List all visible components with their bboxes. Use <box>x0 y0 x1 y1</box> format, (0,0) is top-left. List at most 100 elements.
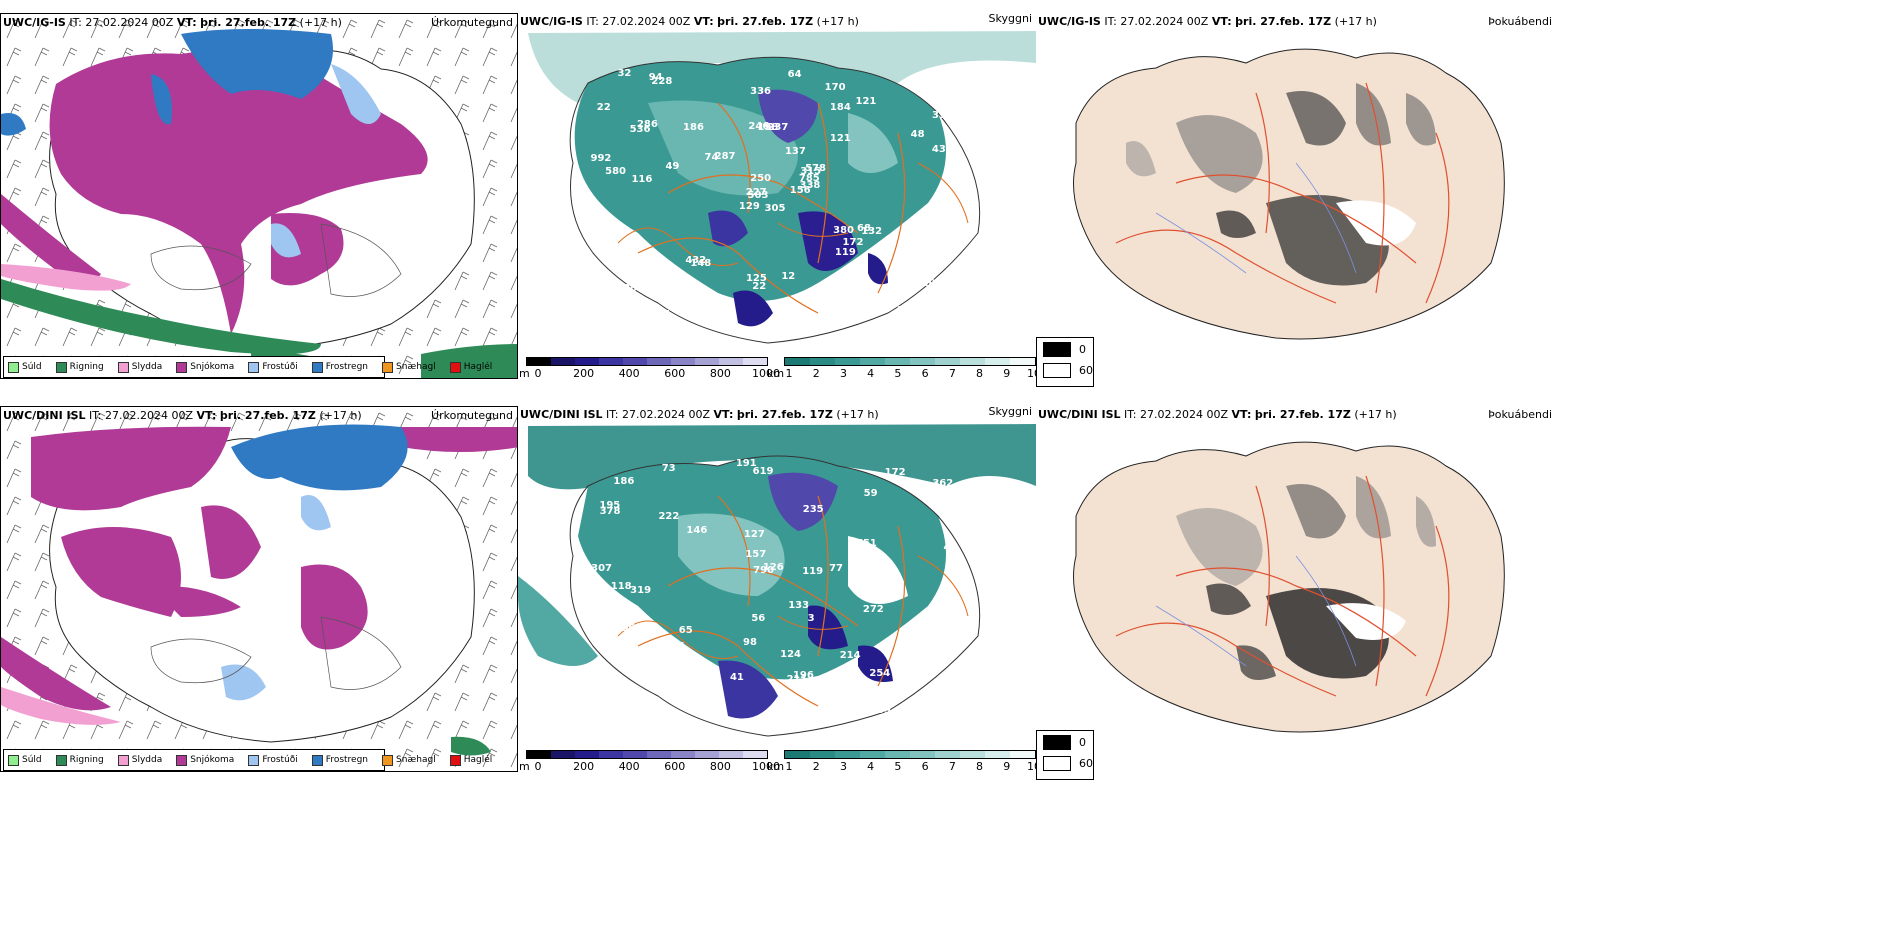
colorbar-tick-label: 2 <box>812 367 820 380</box>
panel-type-label: Þokuábendi <box>1488 408 1552 421</box>
colorbar-segment <box>860 358 885 365</box>
legend-item-frostregn: Frostregn <box>311 754 368 766</box>
visibility-map <box>518 406 1036 746</box>
visibility-value-label: 309 <box>693 691 715 703</box>
visibility-value-label: 22 <box>752 281 767 293</box>
colorbar-tick-label: 0 <box>534 760 542 773</box>
colorbar-tick-label: 7 <box>948 367 956 380</box>
visibility-value-label: 246 <box>748 121 770 133</box>
visibility-value-label: 338 <box>799 180 821 192</box>
visibility-value-label: 119 <box>834 247 856 259</box>
visibility-value-label: 336 <box>750 85 771 97</box>
precip-type-panel-row1: UWC/IG-IS IT: 27.02.2024 00Z VT: þri. 27… <box>0 13 518 379</box>
visibility-value-label: 49 <box>665 161 680 173</box>
colorbar-segment <box>623 751 647 758</box>
visibility-value-label: 287 <box>714 150 736 162</box>
visibility-value-label: 156 <box>789 184 811 196</box>
visibility-value-label: 390 <box>616 282 638 294</box>
colorbar-segment <box>695 751 719 758</box>
panel-type-label: Þokuábendi <box>1488 15 1552 28</box>
visibility-colorbar-meters: m 0 200 400 600 800 1000 <box>519 357 780 385</box>
legend-item-snjokoma: Snjókoma <box>176 361 234 373</box>
panel-type-label: Skyggni <box>988 406 1032 418</box>
visibility-value-label: 74 <box>704 152 719 164</box>
colorbar-segment <box>885 358 910 365</box>
legend-item-sudl: Súld <box>8 754 42 766</box>
visibility-value-label: 211 <box>901 701 923 713</box>
visibility-value-label: 191 <box>735 458 757 470</box>
colorbar-tick-label: 8 <box>976 367 984 380</box>
visibility-value-label: 77 <box>829 563 843 575</box>
colorbar-km-unit: km <box>767 760 785 773</box>
visibility-value-label: 557 <box>643 256 665 268</box>
visibility-value-label: 127 <box>743 529 765 541</box>
visibility-value-label: 307 <box>591 562 613 574</box>
colorbar-segment <box>860 751 885 758</box>
colorbar-segment <box>551 358 575 365</box>
visibility-value-label: 126 <box>762 562 784 574</box>
panel-title: UWC/DINI ISL IT: 27.02.2024 00Z VT: þri.… <box>3 409 362 422</box>
visibility-value-label: 207 <box>897 305 918 317</box>
panel-title: UWC/IG-IS IT: 27.02.2024 00Z VT: þri. 27… <box>520 15 859 28</box>
colorbar-segment <box>835 358 860 365</box>
colorbar-tick-label: 800 <box>709 760 731 773</box>
colorbar-segment <box>719 751 743 758</box>
colorbar-segment <box>785 358 810 365</box>
visibility-value-label: 362 <box>932 477 954 489</box>
colorbar-m-strip <box>526 357 768 366</box>
colorbar-tick-label: 6 <box>921 760 929 773</box>
visibility-value-label: 272 <box>862 604 884 616</box>
colorbar-segment <box>671 751 695 758</box>
visibility-value-label: 118 <box>610 581 632 593</box>
colorbar-segment <box>910 358 935 365</box>
colorbar-tick-label: 9 <box>1003 760 1011 773</box>
visibility-value-label: 132 <box>861 226 883 238</box>
visibility-value-label: 65 <box>678 624 693 636</box>
colorbar-km-strip <box>784 750 1036 759</box>
legend-item-rigning: Rigning <box>55 361 104 373</box>
visibility-value-label: 41 <box>590 660 605 672</box>
colorbar-segment <box>647 358 671 365</box>
legend-item-snaehagl: Snæhagl <box>382 361 436 373</box>
visibility-value-label: 64 <box>787 69 802 81</box>
colorbar-tick-label: 0 <box>534 367 542 380</box>
colorbar-tick-label: 1000 <box>752 367 780 380</box>
legend-item-snjokoma: Snjókoma <box>176 754 234 766</box>
fog-map <box>1073 441 1505 733</box>
legend-item-frostudi: Frostúði <box>248 361 298 373</box>
colorbar-segment <box>910 751 935 758</box>
visibility-value-label: 56 <box>751 612 766 624</box>
colorbar-segment <box>527 358 551 365</box>
legend-item-haglel: Haglél <box>449 754 492 766</box>
visibility-value-label: 315 <box>800 165 822 177</box>
visibility-value-label: 85 <box>944 686 959 698</box>
visibility-value-label: 121 <box>855 95 877 107</box>
visibility-map <box>518 13 1036 353</box>
visibility-value-label: 44 <box>943 542 958 554</box>
visibility-value-label: 228 <box>651 75 673 87</box>
colorbar-tick-label: 6 <box>921 367 929 380</box>
visibility-value-label: 186 <box>683 122 704 134</box>
precip-type-map <box>1 407 517 771</box>
colorbar-segment <box>623 358 647 365</box>
fog-indicator-panel-row2: UWC/DINI ISL IT: 27.02.2024 00Z VT: þri.… <box>1036 406 1556 772</box>
visibility-value-label: 205 <box>649 309 671 321</box>
legend-item-sudl: Súld <box>8 361 42 373</box>
visibility-value-label: 211 <box>616 294 638 306</box>
visibility-value-label: 116 <box>631 174 653 186</box>
visibility-value-label: 227 <box>745 186 767 198</box>
panel-title: UWC/DINI ISL IT: 27.02.2024 00Z VT: þri.… <box>520 408 879 421</box>
visibility-colorbar-km: km 1 2 3 4 5 6 7 8 9 10 <box>767 357 1041 385</box>
visibility-value-label: 133 <box>788 600 810 612</box>
visibility-value-label: 305 <box>764 203 786 215</box>
colorbar-segment <box>985 751 1010 758</box>
legend-item-frostregn: Frostregn <box>311 361 368 373</box>
visibility-value-label: 196 <box>614 623 636 635</box>
visibility-value-label: 119 <box>802 566 824 578</box>
visibility-value-label: 146 <box>686 524 708 536</box>
visibility-value-label: 380 <box>833 224 854 236</box>
visibility-value-label: 578 <box>805 163 826 175</box>
colorbar-tick-label: 600 <box>664 367 686 380</box>
visibility-value-label: 41 <box>729 671 744 683</box>
colorbar-segment <box>810 751 835 758</box>
